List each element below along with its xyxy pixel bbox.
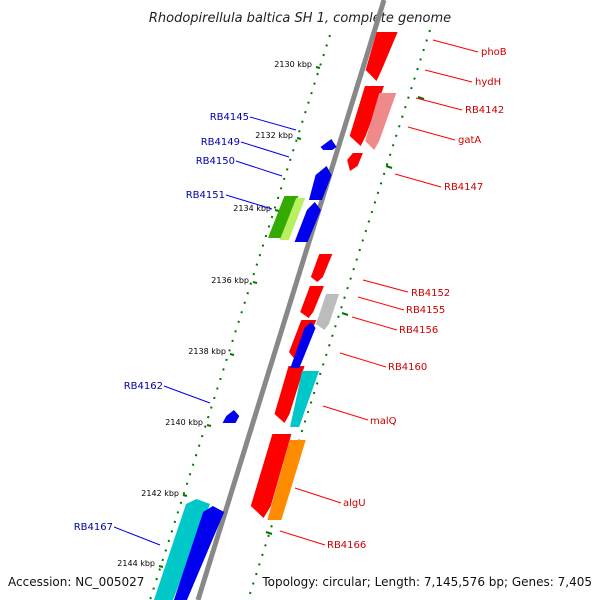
outer-tick-mark [417, 96, 425, 100]
kbp-tick-label: 2142 kbp [141, 489, 179, 498]
kbp-tick-label: 2132 kbp [255, 131, 293, 140]
gene-arrow-RB4156[interactable] [315, 294, 340, 330]
left-gene-labels: RB4145 RB4149 RB4150 RB4151 RB4162 RB416… [74, 112, 249, 533]
genome-backbone [195, 0, 387, 600]
leader-RB4167 [113, 526, 161, 546]
gene-label-RB4147[interactable]: RB4147 [444, 182, 483, 193]
gene-label-RB4150[interactable]: RB4150 [196, 156, 235, 167]
gene-arrow-hydH[interactable] [349, 86, 384, 146]
kbp-scale: 2130 kbp 2132 kbp 2134 kbp 2136 kbp 2138… [117, 60, 425, 568]
gene-label-RB4167[interactable]: RB4167 [74, 522, 113, 533]
gene-label-RB4160[interactable]: RB4160 [388, 362, 427, 373]
accession-text: Accession: NC_005027 [8, 575, 144, 589]
right-gene-labels: phoB hydH RB4142 gatA RB4147 RB4152 RB41… [327, 47, 507, 551]
gene-arrow-algU[interactable] [267, 440, 306, 520]
gene-label-RB4162[interactable]: RB4162 [124, 381, 163, 392]
gene-arrow-RB4156-blue[interactable] [290, 322, 316, 368]
gene-label-gatA[interactable]: gatA [458, 135, 481, 146]
gene-arrow-RB4167[interactable] [173, 506, 225, 600]
right-leaders [279, 39, 479, 546]
kbp-tick-mark [182, 494, 188, 497]
kbp-tick-mark [296, 137, 302, 140]
kbp-tick-label: 2140 kbp [165, 418, 203, 427]
kbp-tick-mark [252, 281, 258, 284]
gene-label-RB4156[interactable]: RB4156 [399, 325, 438, 336]
gene-arrow-RB4142[interactable] [364, 93, 397, 150]
leader-RB4162 [163, 385, 211, 404]
leader-hydH [424, 69, 473, 83]
gene-arrow-RB4151-lime[interactable] [279, 198, 306, 240]
leader-RB4147 [394, 173, 442, 188]
leader-malQ [322, 405, 369, 421]
gene-label-RB4151[interactable]: RB4151 [186, 190, 225, 201]
gene-arrow-RB4151-green[interactable] [267, 196, 299, 238]
gene-label-algU[interactable]: algU [343, 498, 366, 509]
gene-arrow-phoB[interactable] [364, 32, 398, 81]
kbp-tick-label: 2136 kbp [211, 276, 249, 285]
gene-arrow-malQ[interactable] [290, 371, 320, 427]
kbp-tick-mark [274, 209, 280, 212]
leader-RB4155 [357, 296, 405, 311]
gene-arrow-RB4155[interactable] [300, 286, 324, 318]
gene-arrow-small-red[interactable] [346, 153, 363, 171]
leader-RB4160 [339, 352, 387, 368]
kbp-tick-mark [315, 66, 321, 69]
gene-label-hydH[interactable]: hydH [475, 77, 501, 88]
gene-label-phoB[interactable]: phoB [481, 47, 507, 58]
gene-label-RB4152[interactable]: RB4152 [411, 288, 450, 299]
kbp-tick-mark [229, 353, 235, 356]
gene-arrow-RB4152[interactable] [310, 254, 333, 282]
kbp-tick-label: 2138 kbp [188, 347, 226, 356]
kbp-tick-label: 2134 kbp [233, 204, 271, 213]
leader-RB4150 [235, 160, 283, 177]
gene-arrow-RB4167-cyan[interactable] [153, 499, 211, 600]
kbp-tick-mark [206, 424, 212, 427]
gene-label-RB4166[interactable]: RB4166 [327, 540, 366, 551]
gene-arrow-RB4151[interactable] [294, 202, 322, 242]
gene-arrow-RB4150[interactable] [308, 166, 333, 200]
leader-RB4152 [362, 279, 409, 293]
gene-label-malQ[interactable]: malQ [370, 416, 397, 427]
gene-arrow-RB4145[interactable] [320, 139, 337, 150]
topology-text: Topology: circular; Length: 7,145,576 bp… [261, 575, 592, 589]
leader-algU [294, 487, 342, 504]
gene-label-RB4145[interactable]: RB4145 [210, 112, 249, 123]
kbp-tick-label: 2144 kbp [117, 559, 155, 568]
reverse-strand-genes [153, 139, 337, 600]
gene-arrow-red-6[interactable] [250, 434, 292, 518]
outer-tick-mark [341, 312, 349, 316]
leader-RB4142 [415, 97, 463, 111]
left-leaders [113, 116, 297, 546]
gene-arrow-RB4162[interactable] [222, 410, 240, 423]
leader-RB4166 [279, 530, 326, 546]
leader-RB4145 [249, 116, 297, 131]
gene-label-RB4149[interactable]: RB4149 [201, 137, 240, 148]
outer-tick-mark [265, 531, 273, 535]
kbp-tick-mark [158, 565, 164, 568]
leader-RB4151 [225, 194, 273, 210]
gene-label-RB4155[interactable]: RB4155 [406, 305, 445, 316]
map-title: Rhodopirellula baltica SH 1, complete ge… [149, 11, 451, 26]
leader-phoB [432, 39, 479, 53]
gene-arrow-red-5[interactable] [274, 366, 305, 423]
leader-RB4149 [240, 141, 290, 158]
outer-tick-mark [385, 165, 393, 169]
kbp-tick-label: 2130 kbp [274, 60, 312, 69]
leader-gatA [407, 126, 456, 141]
gene-label-RB4142[interactable]: RB4142 [465, 105, 504, 116]
forward-strand-genes [250, 32, 398, 520]
leader-RB4156 [351, 316, 398, 331]
